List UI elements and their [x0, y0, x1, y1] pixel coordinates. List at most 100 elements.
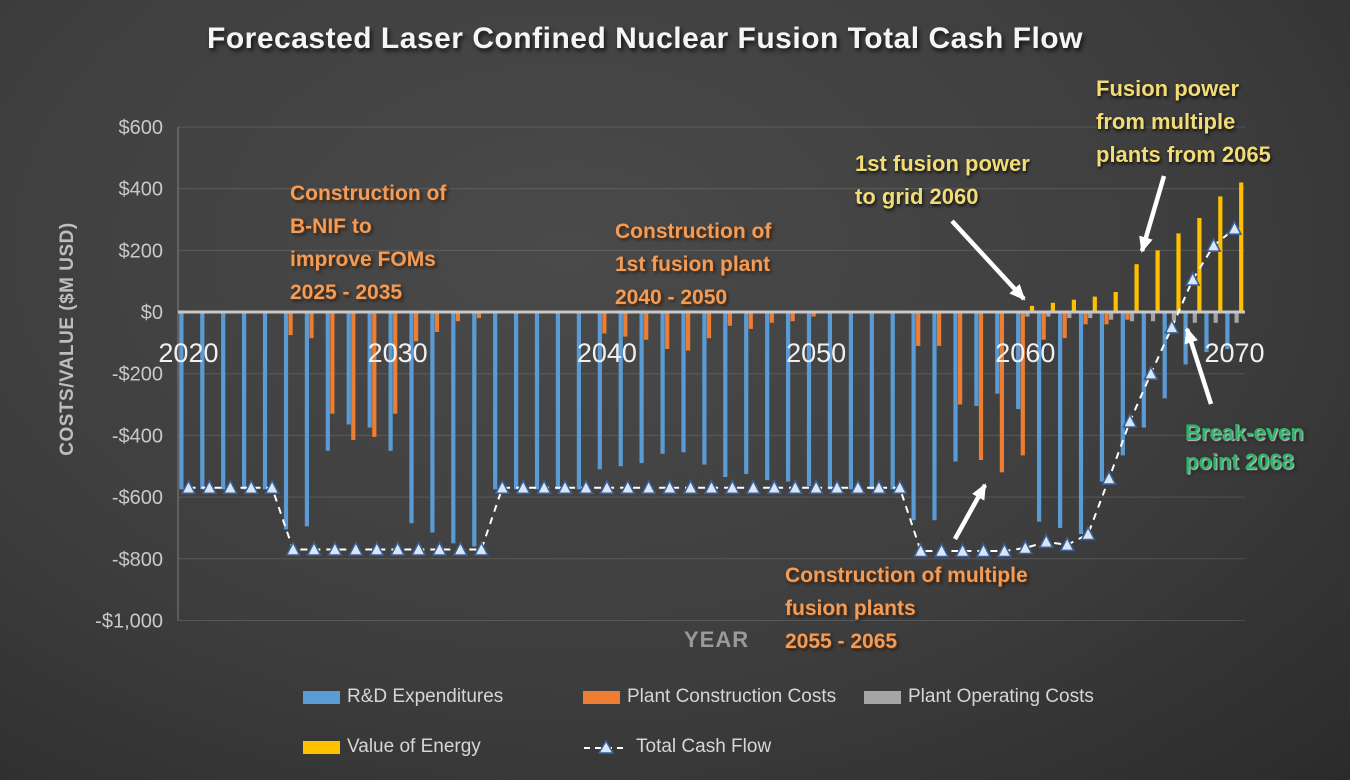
bar	[958, 313, 963, 405]
bar	[200, 313, 205, 490]
cash-flow-marker	[1226, 219, 1243, 235]
legend-swatch-energy-icon	[303, 740, 340, 754]
annotation-line: Construction of multiple	[785, 564, 1028, 587]
annotation-line: 1st fusion plant	[615, 253, 771, 276]
y-tick-label: -$1,000	[95, 610, 163, 632]
bar	[1218, 196, 1223, 311]
cash-flow-marker	[494, 479, 511, 495]
cash-flow-marker	[536, 479, 552, 495]
cash-flow-marker	[891, 479, 908, 495]
x-tick-label: 2040	[577, 338, 637, 368]
bar	[618, 313, 623, 467]
annotation-line: Construction of	[290, 182, 447, 205]
bar	[1071, 299, 1076, 311]
annotation-line: 2055 - 2065	[785, 630, 898, 653]
cash-flow-marker	[724, 479, 741, 495]
bar	[1016, 313, 1021, 410]
annotation-arrow	[953, 483, 987, 541]
bar	[1037, 313, 1042, 522]
y-tick-label: $200	[119, 240, 164, 262]
bar	[1141, 313, 1146, 428]
bar	[1083, 313, 1088, 325]
bar	[953, 313, 958, 462]
annotation-arrow	[1139, 175, 1167, 253]
annotation-line: Fusion power	[1096, 76, 1239, 101]
bar	[769, 313, 774, 323]
bar	[288, 313, 293, 336]
annotation-line: B-NIF to	[290, 215, 372, 238]
cash-flow-marker	[850, 479, 866, 495]
cash-flow-marker	[996, 542, 1013, 558]
bar	[304, 313, 309, 527]
cash-flow-marker	[1143, 364, 1159, 381]
annotation-line: fusion plants	[785, 597, 916, 620]
cash-flow-marker	[933, 542, 950, 558]
annotation-line: Break-even	[1185, 420, 1304, 445]
bar	[644, 313, 649, 340]
bar	[1134, 264, 1139, 311]
bar	[681, 313, 686, 453]
legend-label: Plant Construction Costs	[627, 686, 837, 707]
bar	[1204, 313, 1209, 353]
bar	[706, 313, 712, 339]
cash-flow-marker	[264, 479, 280, 495]
annotation-line: 2040 - 2050	[615, 286, 728, 309]
legend-label: Total Cash Flow	[636, 736, 772, 757]
annotation-line: 1st fusion power	[855, 151, 1030, 176]
bar	[1129, 313, 1135, 322]
bar	[393, 313, 398, 414]
annotation-arrow	[950, 219, 1026, 301]
bar	[790, 313, 795, 322]
bar	[1120, 313, 1125, 456]
bar	[476, 313, 481, 319]
legend-swatch-rd-icon	[303, 690, 340, 704]
y-tick-label: $600	[119, 117, 164, 139]
bar	[1067, 313, 1072, 319]
cash-flow-marker	[452, 540, 469, 556]
bar	[367, 313, 372, 428]
cash-flow-marker	[368, 540, 385, 556]
cash-flow-marker	[180, 479, 197, 495]
bar	[806, 313, 812, 487]
bar	[409, 313, 414, 524]
legend-item-plant-construction: Plant Construction Costs	[583, 686, 837, 707]
bar	[995, 313, 1000, 394]
y-tick-label: -$600	[112, 487, 163, 509]
cash-flow-marker	[1163, 318, 1180, 334]
annotation-line: point 2068	[1185, 449, 1294, 474]
cash-flow-marker	[1122, 412, 1138, 428]
annotation-arrow	[1184, 327, 1214, 405]
cash-flow-marker	[682, 479, 699, 495]
total-cash-flow-line	[180, 219, 1243, 558]
bar	[1092, 296, 1097, 311]
legend-swatch-construction-icon	[583, 690, 620, 704]
bar	[869, 313, 874, 490]
cash-flow-marker	[243, 479, 260, 495]
bar	[1183, 313, 1188, 365]
bar	[1225, 313, 1230, 349]
cash-flow-marker	[578, 479, 594, 495]
bar	[372, 313, 377, 437]
bar	[1109, 313, 1114, 320]
cash-flow-marker	[661, 479, 678, 495]
bar	[576, 313, 581, 490]
bar	[748, 313, 753, 329]
bar	[493, 313, 498, 490]
legend-item-rd-expenditures: R&D Expenditures	[303, 686, 503, 707]
bar	[1062, 313, 1067, 339]
cash-flow-marker	[975, 542, 992, 558]
bar	[1125, 313, 1130, 320]
cash-flow-marker	[201, 479, 218, 495]
series-plant-construction-costs	[288, 313, 1130, 473]
bar	[602, 313, 607, 334]
bar	[890, 313, 895, 490]
cash-flow-marker	[431, 540, 448, 556]
bar	[1088, 313, 1093, 319]
cash-flow-marker	[1017, 539, 1034, 555]
bar	[827, 313, 832, 490]
bar	[1041, 313, 1046, 340]
series-plant-operating-costs	[1025, 313, 1239, 323]
annotation-arrows	[950, 175, 1214, 541]
